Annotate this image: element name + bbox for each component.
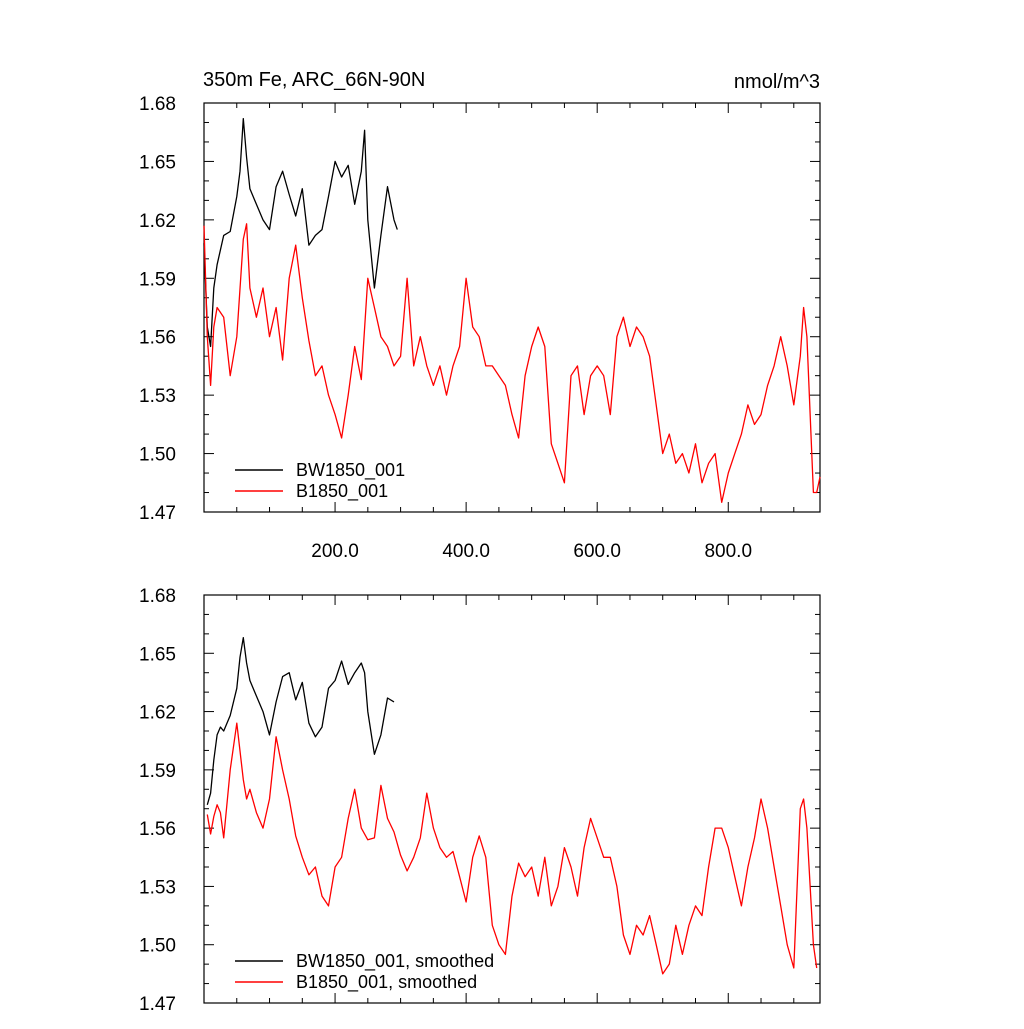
y-tick-label: 1.56: [139, 819, 176, 840]
plot-frame: [203, 102, 821, 513]
legend-label: B1850_001, smoothed: [296, 972, 477, 993]
x-tick-label: 400.0: [442, 541, 490, 562]
legend-label: BW1850_001: [296, 460, 405, 481]
y-tick-label: 1.47: [139, 503, 176, 524]
chart-title-left: 350m Fe, ARC_66N-90N: [203, 69, 425, 91]
series-line: [203, 117, 398, 348]
top-panel: 1.47 1.50 1.53 1.56 1.59 1.62 1.65 1.68 200.0 400…: [139, 94, 821, 562]
plot-frame: [203, 594, 821, 1004]
x-tick-label: 600.0: [573, 541, 621, 562]
y-tick-label: 1.50: [139, 936, 176, 957]
series-line: [206, 722, 818, 975]
y-tick-label: 1.62: [139, 703, 176, 724]
y-tick-label: 1.53: [139, 386, 176, 407]
y-tick-label: 1.65: [139, 152, 176, 173]
x-tick-label: 200.0: [311, 541, 359, 562]
bottom-panel: 1.47 1.50 1.53 1.56 1.59 1.62 1.65 1.68 BW1850_0…: [139, 586, 821, 1015]
y-tick-label: 1.59: [139, 269, 176, 290]
y-tick-label: 1.62: [139, 211, 176, 232]
y-tick-label: 1.65: [139, 644, 176, 665]
y-tick-label: 1.53: [139, 877, 176, 898]
y-tick-label: 1.47: [139, 994, 176, 1015]
series-line: [206, 637, 395, 805]
x-tick-label: 800.0: [704, 541, 752, 562]
y-tick-label: 1.50: [139, 445, 176, 466]
legend-label: B1850_001: [296, 481, 388, 502]
series-line: [203, 223, 821, 503]
legend-label: BW1850_001, smoothed: [296, 951, 494, 972]
chart-title-right: nmol/m^3: [734, 71, 820, 93]
y-tick-label: 1.68: [139, 94, 176, 115]
y-tick-label: 1.59: [139, 761, 176, 782]
y-tick-label: 1.56: [139, 328, 176, 349]
y-tick-label: 1.68: [139, 586, 176, 607]
